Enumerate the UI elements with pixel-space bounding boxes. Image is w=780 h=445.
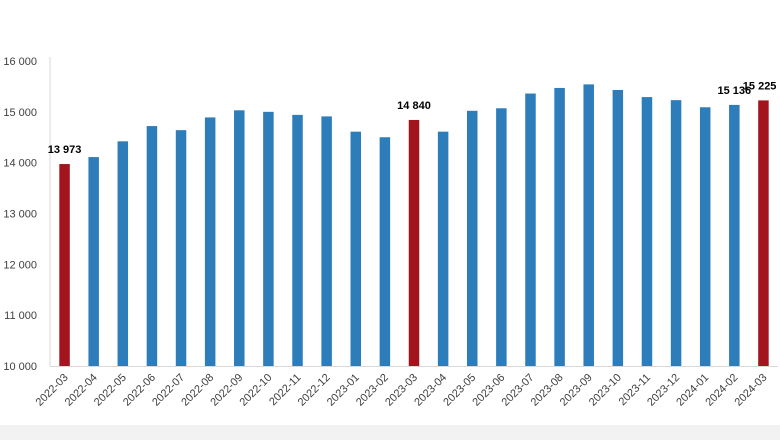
bar bbox=[175, 130, 187, 366]
bar bbox=[117, 141, 129, 366]
data-label: 13 973 bbox=[48, 144, 82, 156]
bar-highlighted bbox=[408, 119, 420, 366]
data-label: 15 136 bbox=[717, 85, 751, 97]
x-tick-label: 2023-10 bbox=[587, 372, 624, 409]
y-tick-label: 12 000 bbox=[3, 259, 37, 271]
bar bbox=[321, 116, 332, 367]
bar bbox=[525, 93, 536, 367]
bar-highlighted bbox=[758, 100, 769, 366]
bar bbox=[612, 89, 624, 366]
x-tick-label: 2022-10 bbox=[237, 372, 274, 409]
bar bbox=[583, 84, 594, 366]
bar bbox=[292, 114, 303, 366]
bar bbox=[670, 100, 682, 367]
y-tick-label: 14 000 bbox=[3, 158, 37, 170]
bar bbox=[234, 110, 245, 366]
bar bbox=[204, 117, 216, 366]
bar bbox=[466, 110, 478, 366]
x-tick-label: 2024-03 bbox=[733, 372, 770, 409]
bar bbox=[88, 157, 99, 366]
y-tick-label: 11 000 bbox=[4, 310, 37, 322]
bar-highlighted bbox=[59, 164, 70, 366]
y-tick-label: 13 000 bbox=[3, 209, 37, 221]
y-tick-label: 16 000 bbox=[3, 56, 37, 68]
bar bbox=[554, 87, 565, 367]
bar bbox=[641, 97, 653, 366]
y-tick-label: 10 000 bbox=[3, 361, 37, 373]
bar bbox=[496, 108, 507, 367]
data-label: 15 225 bbox=[743, 80, 777, 92]
footer-band bbox=[0, 425, 780, 440]
bar bbox=[729, 104, 740, 367]
y-tick-label: 15 000 bbox=[3, 107, 37, 119]
bar bbox=[699, 107, 711, 366]
bar bbox=[350, 131, 362, 366]
data-label: 14 840 bbox=[397, 100, 431, 112]
bar bbox=[437, 131, 449, 366]
bar bbox=[263, 111, 274, 366]
bar bbox=[146, 126, 158, 366]
bar bbox=[379, 137, 391, 366]
